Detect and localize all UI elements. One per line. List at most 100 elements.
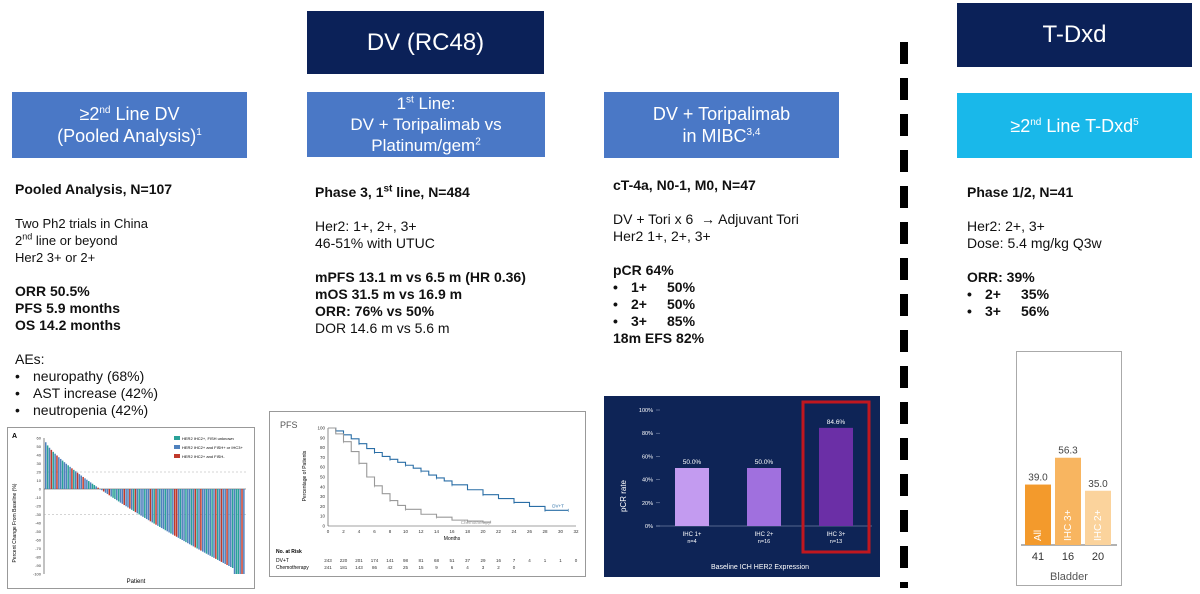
waterfall-bar <box>177 489 180 538</box>
col4-dose: Dose: 5.4 mg/kg Q3w <box>967 235 1102 251</box>
y-tick-label: -10 <box>35 495 42 500</box>
col4-orr-value: 35% <box>1021 286 1050 302</box>
waterfall-bar <box>59 458 62 489</box>
col3-pcr-key: 1+ <box>631 279 647 295</box>
col4-title-pre: ≥2 <box>1010 115 1031 136</box>
waterfall-bar <box>76 472 79 489</box>
waterfall-bar <box>123 489 125 506</box>
waterfall-bar <box>129 489 131 509</box>
legend-label: HER2 IHC2+, FISH unknown <box>182 436 234 441</box>
col2-mpfs: mPFS 13.1 m vs 6.5 m (HR 0.36) <box>315 269 526 285</box>
col3-pcr-key: 2+ <box>631 296 647 312</box>
waterfall-bar <box>173 489 176 536</box>
col3-pcr-item: 1+ 50% <box>613 279 873 296</box>
tdxd-bar <box>1025 484 1051 545</box>
col4-orr-key: 2+ <box>985 286 1001 302</box>
col1-line-trials: Two Ph2 trials in China <box>15 216 148 231</box>
risk-value: 68 <box>434 558 440 563</box>
waterfall-bar <box>45 442 47 489</box>
tdxd-chart: Bladder 39.0 All 41 56.3 IHC 3+ 16 35.0 IHC 2+ 2… <box>1021 446 1117 583</box>
col2-title: 1st Line: DV + Toripalimab vs Platinum/g… <box>350 93 501 156</box>
pcr-bar <box>819 427 853 526</box>
col3-title-line1: DV + Toripalimab <box>652 104 791 124</box>
legend-swatch <box>174 436 180 440</box>
waterfall-bar <box>194 489 197 548</box>
km-curve <box>328 427 569 511</box>
legend-swatch <box>174 454 180 458</box>
legend-swatch <box>174 445 180 449</box>
col2-title-pre: 1 <box>396 94 407 113</box>
y-tick-label: 80% <box>642 431 653 437</box>
y-tick-label: -100 <box>33 572 42 577</box>
risk-value: 141 <box>386 558 394 563</box>
col4-orr-list: 2+ 35% 3+ 56% <box>967 286 1187 320</box>
risk-value: 0 <box>575 558 578 563</box>
waterfall-bar <box>46 445 49 489</box>
waterfall-bar <box>188 489 191 545</box>
col1-title-line2: (Pooled Analysis) <box>57 126 197 146</box>
risk-row-label: DV+T <box>276 558 289 564</box>
category-n-label: n=16 <box>758 539 770 545</box>
x-tick-label: 10 <box>403 529 409 534</box>
col4-orr: ORR: 39% <box>967 269 1035 285</box>
risk-value: 0 <box>513 565 516 570</box>
waterfall-bar <box>196 489 198 549</box>
waterfall-bar <box>190 489 193 546</box>
risk-value: 3 <box>482 565 485 570</box>
waterfall-bar <box>145 489 148 520</box>
waterfall-bar <box>63 462 66 489</box>
waterfall-bar <box>228 489 230 566</box>
waterfall-bar <box>192 489 195 547</box>
waterfall-bar <box>108 489 111 496</box>
risk-value: 86 <box>372 565 378 570</box>
y-tick-label: 40 <box>37 453 42 458</box>
waterfall-bar <box>231 489 234 568</box>
series-label: Chemotherapy <box>461 520 491 525</box>
dashed-divider <box>900 42 908 588</box>
risk-value: 6 <box>451 565 454 570</box>
waterfall-bar <box>241 489 243 574</box>
waterfall-bar <box>69 466 71 489</box>
waterfall-figure: A Percent Change From Baseline (%) Patie… <box>7 427 255 589</box>
col3-pcr-value: 50% <box>667 296 696 312</box>
y-tick-label: 40% <box>642 478 653 484</box>
y-tick-label: 30 <box>320 494 326 499</box>
bar-value-label: 50.0% <box>755 459 774 466</box>
y-tick-label: 50 <box>37 444 42 449</box>
col3-title-box: DV + Toripalimab in MIBC3,4 <box>604 92 839 158</box>
col1-ae-item: AST increase (42%) <box>15 385 255 402</box>
waterfall-bar <box>200 489 202 551</box>
y-tick-label: 20 <box>320 504 326 509</box>
y-tick-label: -90 <box>35 563 42 568</box>
waterfall-bar <box>166 489 168 532</box>
risk-value: 29 <box>480 558 486 563</box>
col2-title-line2: DV + Toripalimab vs <box>350 115 502 134</box>
waterfall-bar <box>207 489 210 555</box>
waterfall-bar <box>112 489 114 498</box>
col4-orr-value: 56% <box>1021 303 1050 319</box>
col4-title-ref: 5 <box>1133 116 1139 128</box>
waterfall-bar <box>181 489 183 541</box>
col2-phase-sup: st <box>383 183 393 195</box>
pcr-bar <box>747 468 781 526</box>
bar-category-label: All <box>1033 530 1044 541</box>
col3-pcr: pCR 64% <box>613 262 674 278</box>
waterfall-bar <box>48 447 51 489</box>
risk-value: 220 <box>340 558 348 563</box>
col4-title-sup: nd <box>1030 116 1042 128</box>
y-tick-label: 0% <box>645 524 653 530</box>
waterfall-bar <box>237 489 240 574</box>
x-tick-label: 4 <box>358 529 361 534</box>
risk-table-title: No. at Risk <box>276 549 302 555</box>
waterfall-bar <box>61 460 64 489</box>
category-n-label: n=13 <box>830 539 842 545</box>
col3-title-ref: 3,4 <box>746 127 761 138</box>
tdxd-bar <box>1085 490 1111 545</box>
col1-line2-text: line or beyond <box>35 233 118 248</box>
col1-line-second: 2nd line or beyond <box>15 232 255 249</box>
risk-value: 181 <box>340 565 348 570</box>
col2-mos: mOS 31.5 m vs 16.9 m <box>315 286 463 302</box>
risk-value: 51 <box>449 558 455 563</box>
waterfall-bar <box>224 489 226 564</box>
waterfall-bar <box>153 489 155 524</box>
